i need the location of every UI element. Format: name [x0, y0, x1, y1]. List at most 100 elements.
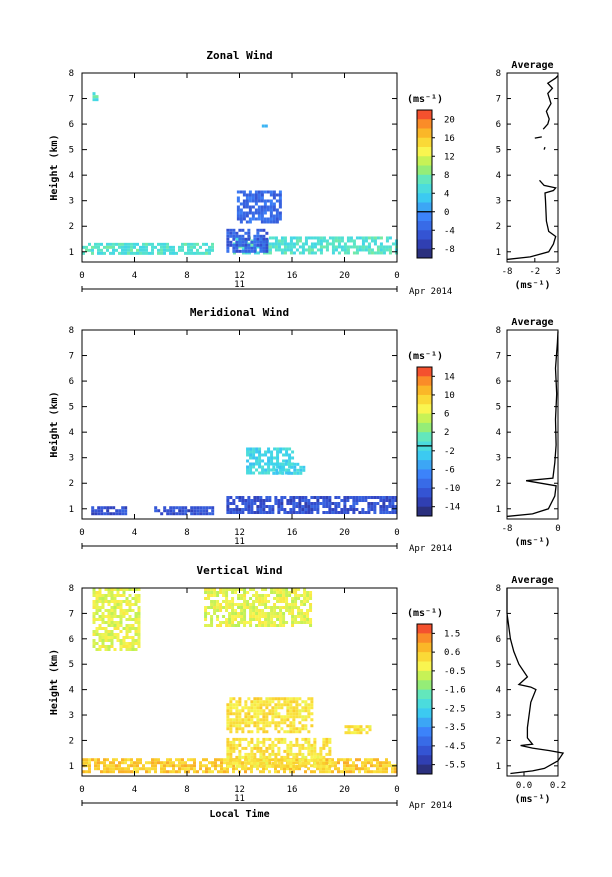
- data-cell: [373, 505, 377, 509]
- data-cell: [157, 509, 161, 513]
- data-cell: [298, 767, 301, 771]
- data-cell: [301, 746, 305, 750]
- data-cell: [160, 512, 164, 516]
- x-tick-label: 8: [184, 785, 189, 795]
- data-cell: [316, 236, 320, 240]
- data-cell: [247, 228, 251, 232]
- data-cell: [125, 600, 129, 603]
- data-cell: [316, 248, 320, 252]
- data-cell: [316, 752, 320, 756]
- data-cell: [187, 767, 190, 771]
- data-cell: [295, 700, 299, 704]
- data-cell: [134, 642, 138, 645]
- data-cell: [250, 770, 253, 774]
- data-cell: [283, 767, 286, 771]
- data-cell: [250, 737, 254, 741]
- data-cell: [301, 706, 305, 710]
- x-tick-label: 0: [394, 785, 399, 795]
- data-cell: [255, 600, 259, 603]
- data-cell: [97, 758, 100, 762]
- data-cell: [279, 612, 283, 615]
- data-cell: [92, 618, 96, 621]
- colorbar-tick-label: 0.6: [444, 648, 460, 658]
- data-cell: [268, 499, 272, 503]
- data-cell: [181, 758, 184, 762]
- data-cell: [271, 718, 275, 722]
- data-cell: [310, 248, 314, 252]
- data-cell: [256, 718, 260, 722]
- data-cell: [274, 245, 278, 249]
- data-cell: [347, 731, 351, 735]
- data-cell: [279, 450, 283, 454]
- data-cell: [307, 248, 311, 252]
- data-cell: [343, 251, 347, 255]
- average-profile-segment: [534, 136, 542, 139]
- data-cell: [265, 755, 269, 759]
- data-cell: [280, 242, 284, 246]
- data-cell: [110, 639, 114, 642]
- data-cell: [367, 511, 371, 515]
- data-cell: [124, 767, 127, 771]
- data-cell: [276, 591, 280, 594]
- data-cell: [355, 245, 359, 249]
- data-cell: [256, 730, 260, 734]
- data-cell: [289, 749, 293, 753]
- data-cell: [238, 761, 241, 765]
- data-cell: [247, 761, 251, 765]
- data-cell: [259, 706, 263, 710]
- data-cell: [250, 749, 254, 753]
- data-cell: [273, 456, 277, 460]
- data-cell: [282, 459, 286, 463]
- data-cell: [334, 245, 338, 249]
- data-cell: [286, 511, 290, 515]
- data-cell: [265, 251, 269, 255]
- data-cell: [346, 758, 349, 762]
- data-cell: [310, 706, 314, 710]
- data-cell: [266, 208, 270, 212]
- data-cell: [237, 612, 241, 615]
- data-cell: [110, 591, 114, 594]
- data-cell: [310, 743, 314, 747]
- data-cell: [118, 245, 121, 249]
- data-cell: [252, 456, 256, 460]
- data-cell: [361, 764, 364, 768]
- data-cell: [226, 767, 229, 771]
- data-cell: [106, 770, 109, 774]
- data-cell: [355, 236, 359, 240]
- colorbar-swatch: [417, 652, 432, 662]
- data-cell: [262, 240, 266, 244]
- data-cell: [355, 502, 359, 506]
- data-cell: [370, 505, 374, 509]
- data-cell: [364, 758, 367, 762]
- data-cell: [364, 499, 368, 503]
- data-cell: [290, 465, 294, 469]
- data-cell: [306, 618, 310, 621]
- data-cell: [352, 496, 356, 500]
- data-cell: [235, 761, 239, 765]
- data-cell: [346, 764, 349, 768]
- data-cell: [245, 202, 249, 206]
- data-cell: [238, 237, 242, 241]
- data-cell: [226, 758, 229, 762]
- data-cell: [270, 612, 274, 615]
- data-cell: [268, 700, 272, 704]
- data-cell: [238, 496, 242, 500]
- data-cell: [262, 249, 266, 253]
- data-cell: [116, 603, 120, 606]
- data-cell: [184, 506, 188, 510]
- data-cell: [97, 251, 100, 255]
- data-cell: [244, 764, 248, 768]
- data-cell: [337, 236, 341, 240]
- data-cell: [229, 749, 233, 753]
- y-tick-label: 1: [69, 248, 74, 258]
- data-cell: [367, 496, 371, 500]
- data-cell: [388, 251, 392, 255]
- data-cell: [119, 615, 123, 618]
- data-cell: [95, 597, 99, 600]
- data-cell: [231, 612, 235, 615]
- data-cell: [292, 718, 296, 722]
- data-cell: [343, 508, 347, 512]
- data-cell: [368, 728, 372, 732]
- data-cell: [276, 459, 280, 463]
